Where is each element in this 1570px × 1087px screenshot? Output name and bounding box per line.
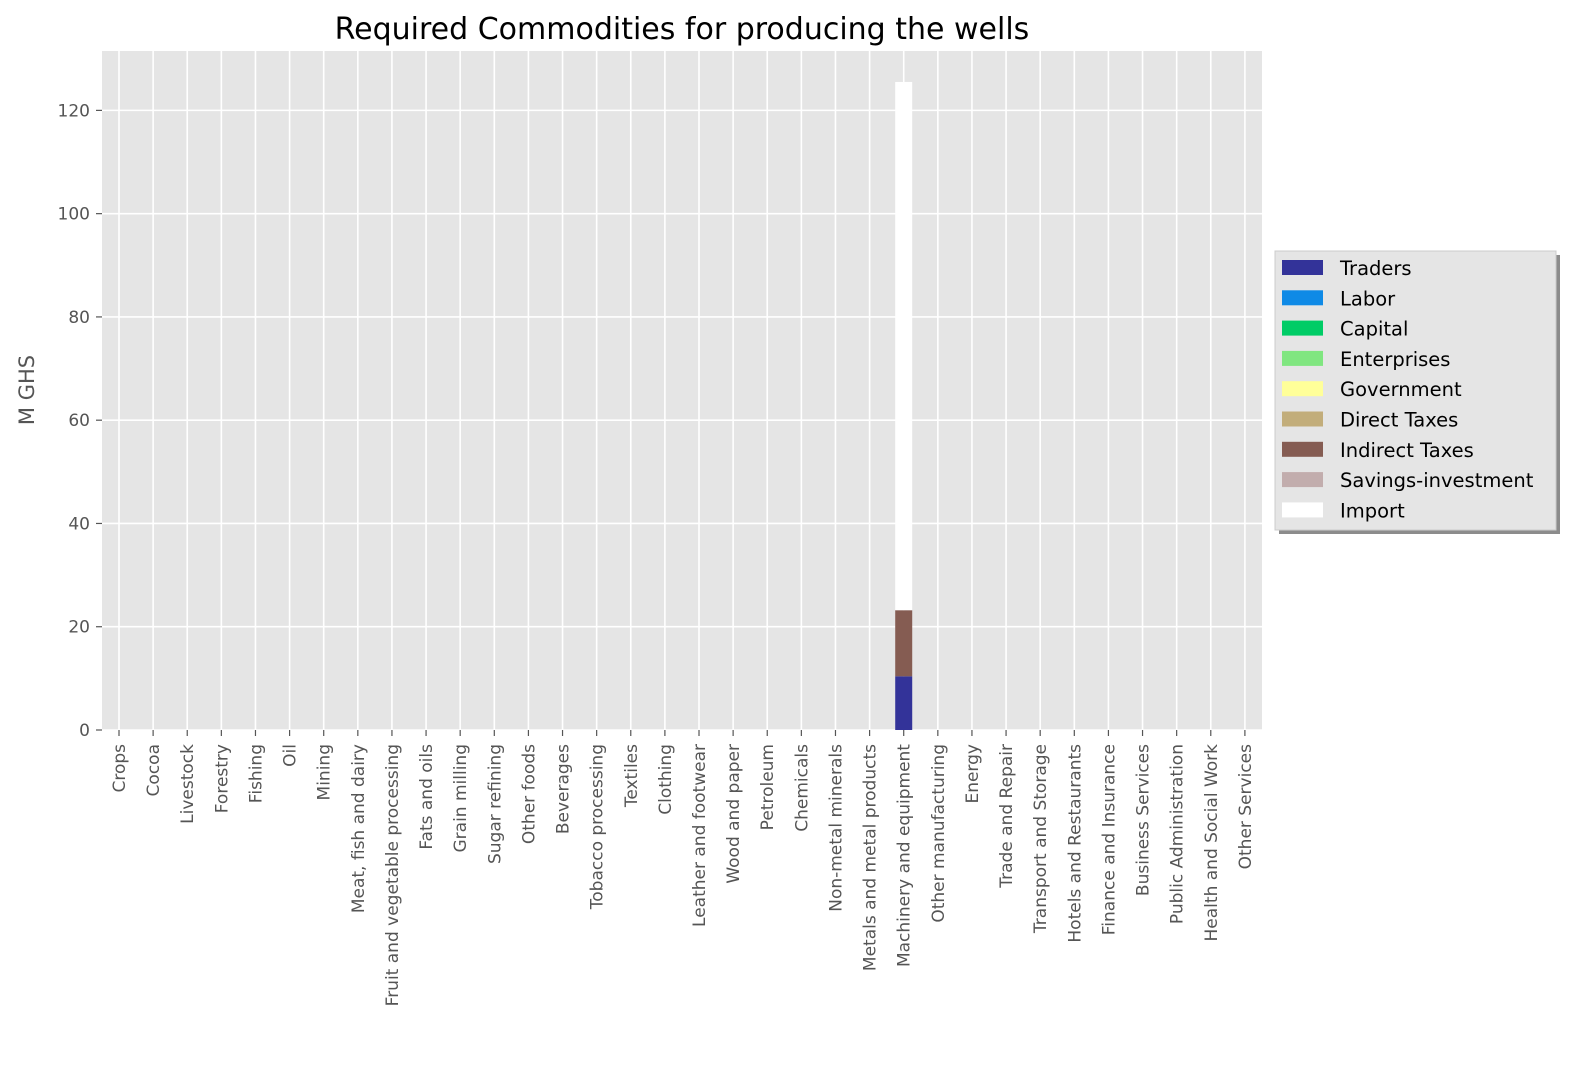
x-tick-label: Beverages	[554, 744, 574, 834]
x-tick-label: Leather and footwear	[690, 744, 710, 927]
legend-swatch	[1282, 320, 1323, 336]
x-tick-label: Fruit and vegetable processing	[383, 744, 403, 1006]
legend-label: Enterprises	[1340, 348, 1450, 371]
legend-label: Labor	[1340, 287, 1396, 310]
legend-label: Direct Taxes	[1340, 409, 1458, 432]
y-tick-label: 120	[58, 101, 90, 121]
x-tick-label: Fats and oils	[417, 744, 437, 850]
bar-segment-indirect-taxes	[895, 610, 913, 677]
x-tick-label: Forestry	[212, 744, 232, 813]
x-tick-label: Transport and Storage	[1031, 744, 1051, 934]
x-tick-label: Finance and Insurance	[1099, 744, 1119, 935]
x-tick-label: Meat, fish and dairy	[349, 744, 369, 913]
x-tick-label: Trade and Repair	[997, 744, 1017, 889]
x-tick-label: Machinery and equipment	[895, 744, 915, 967]
legend-swatch	[1282, 441, 1323, 457]
x-tick-label: Fishing	[246, 744, 266, 803]
x-tick-label: Hotels and Restaurants	[1065, 744, 1085, 943]
chart-title: Required Commodities for producing the w…	[335, 12, 1030, 47]
grid-layer	[102, 51, 1262, 731]
legend: Traders Labor Capital Enterprises Government…	[1274, 250, 1560, 534]
x-tick-label: Clothing	[656, 744, 676, 815]
y-tick-label: 0	[79, 721, 90, 741]
x-tick-label: Crops	[110, 744, 130, 793]
x-tick-label: Chemicals	[792, 744, 812, 832]
legend-swatch	[1282, 411, 1323, 427]
x-tick-label: Other Services	[1236, 744, 1256, 870]
x-tick-label: Non-metal minerals	[826, 744, 846, 912]
y-tick-label: 60	[68, 411, 90, 431]
x-tick-label: Health and Social Work	[1202, 744, 1222, 942]
bars-layer	[895, 81, 913, 730]
x-tick-label: Public Administration	[1168, 744, 1188, 924]
x-tick-label: Sugar refining	[485, 744, 505, 864]
legend-label: Traders	[1339, 257, 1412, 280]
y-tick-label: 80	[68, 308, 90, 328]
legend-swatch	[1282, 350, 1323, 366]
y-axis-label: M GHS	[15, 355, 39, 425]
x-tick-label: Grain milling	[451, 744, 471, 853]
x-tick-label: Cocoa	[144, 744, 164, 796]
x-tick-label: Metals and metal products	[861, 744, 881, 971]
legend-swatch	[1282, 381, 1323, 397]
legend-label: Indirect Taxes	[1340, 439, 1474, 462]
x-tick-label: Petroleum	[758, 744, 778, 830]
x-tick-label: Oil	[281, 744, 301, 767]
x-tick-label: Livestock	[178, 744, 198, 824]
bar-segment-traders	[895, 676, 913, 730]
legend-swatch	[1282, 260, 1323, 275]
legend-label: Import	[1340, 499, 1405, 522]
x-tick-label: Wood and paper	[724, 744, 744, 884]
legend-label: Capital	[1340, 318, 1408, 341]
x-tick-label: Business Services	[1134, 744, 1154, 896]
y-tick-label: 40	[68, 514, 90, 534]
x-tick-label: Other foods	[519, 744, 539, 844]
x-tick-label: Tobacco processing	[588, 744, 608, 910]
legend-swatch	[1282, 290, 1323, 306]
x-tick-label: Mining	[315, 744, 335, 800]
legend-label: Government	[1340, 378, 1462, 401]
x-axis: Crops Cocoa Livestock Forestry Fishing Oil Min…	[110, 730, 1256, 1006]
legend-label: Savings-investment	[1340, 469, 1534, 492]
legend-swatch	[1282, 502, 1323, 518]
y-tick-label: 100	[58, 205, 90, 225]
y-axis: 0 20 40 60 80 100 120	[58, 101, 102, 741]
legend-swatch	[1282, 472, 1323, 488]
x-tick-label: Textiles	[622, 744, 642, 808]
plot-area	[102, 51, 1262, 730]
y-tick-label: 20	[68, 618, 90, 638]
x-tick-label: Other manufacturing	[929, 744, 949, 923]
x-tick-label: Energy	[963, 744, 983, 804]
bar-segment-import	[895, 81, 913, 611]
